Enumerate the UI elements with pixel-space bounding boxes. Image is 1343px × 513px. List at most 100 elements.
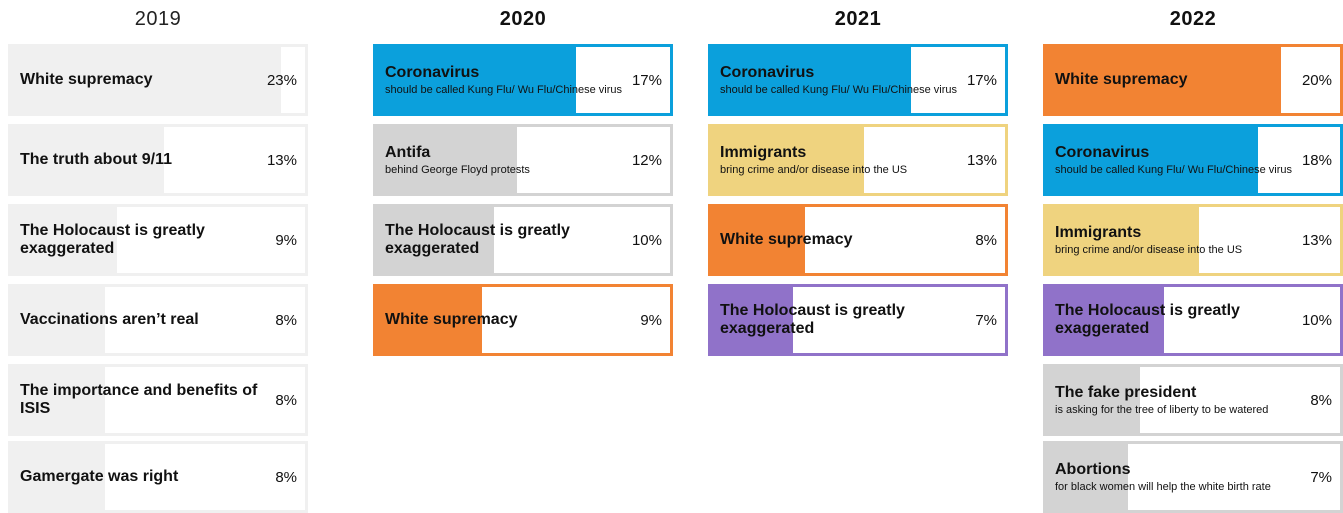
bar-label: Abortions for black women will help the w… [1055,444,1295,510]
category-label: Abortions [1055,460,1131,478]
bar [711,287,793,353]
bar-card: The Holocaust is greatly exaggerated 10% [373,204,673,276]
bar-card: Coronavirus should be called Kung Flu/ Wu… [708,44,1008,116]
data-label: 13% [266,151,297,169]
bar [1046,47,1281,113]
bar-label: The importance and benefits of ISIS [20,367,260,433]
bar-label: Coronavirus should be called Kung Flu/ Wu… [720,47,960,113]
bar-label: The Holocaust is greatly exaggerated [385,207,625,273]
data-label: 23% [266,71,297,89]
bar [711,47,911,113]
bar [11,444,105,510]
bar-label: White supremacy [385,287,625,353]
year-title: 2019 [134,8,182,30]
bar-card: Vaccinations aren’t real 8% [8,284,308,356]
bar-card: The fake president is asking for the tree… [1043,364,1343,436]
data-label: 7% [975,311,997,329]
category-label: Coronavirus [385,63,480,81]
category-label: White supremacy [385,311,518,328]
bar [1046,367,1140,433]
bar [376,287,482,353]
bar-label: The Holocaust is greatly exaggerated [20,207,260,273]
bar [1046,444,1128,510]
bar-card: White supremacy 23% [8,44,308,116]
bar [1046,287,1164,353]
bar-label: White supremacy [20,47,260,113]
data-label: 8% [275,311,297,329]
bar-label: Coronavirus should be called Kung Flu/ Wu… [1055,127,1295,193]
bar-card: Abortions for black women will help the w… [1043,441,1343,513]
category-label: Vaccinations aren’t real [20,311,199,328]
bar [711,127,864,193]
category-label: The Holocaust is greatly exaggerated [20,222,205,257]
bar-card: The Holocaust is greatly exaggerated 7% [708,284,1008,356]
bar [1046,207,1199,273]
bar [711,207,805,273]
data-label: 9% [640,311,662,329]
bar-label: Vaccinations aren’t real [20,287,260,353]
category-label: Immigrants [720,143,807,161]
bar-label: Immigrants bring crime and/or disease int… [1055,207,1295,273]
bar [1046,127,1258,193]
data-label: 17% [966,71,997,89]
bar-label: Coronavirus should be called Kung Flu/ Wu… [385,47,625,113]
category-sublabel: should be called Kung Flu/ Wu Flu/Chines… [385,83,623,96]
bar [376,207,494,273]
category-sublabel: for black women will help the white birt… [1055,480,1271,493]
category-label: Immigrants [1055,223,1142,241]
category-sublabel: is asking for the tree of liberty to be … [1055,403,1269,416]
category-label: The importance and benefits of ISIS [20,382,258,417]
bar-label: Immigrants bring crime and/or disease int… [720,127,960,193]
data-label: 17% [631,71,662,89]
data-label: 13% [966,151,997,169]
category-sublabel: should be called Kung Flu/ Wu Flu/Chines… [720,83,958,96]
bar-card: Antifa behind George Floyd protests 12% [373,124,673,196]
bar-card: White supremacy 20% [1043,44,1343,116]
data-label: 10% [631,231,662,249]
data-label: 8% [1310,391,1332,409]
category-label: White supremacy [20,71,153,88]
bar-label: The truth about 9/11 [20,127,260,193]
year-title: 2020 [499,8,547,30]
bar-label: The Holocaust is greatly exaggerated [1055,287,1295,353]
bar-card: The truth about 9/11 13% [8,124,308,196]
bar-label: White supremacy [720,207,960,273]
category-label: Gamergate was right [20,468,179,485]
bar-label: Gamergate was right [20,444,260,510]
data-label: 20% [1301,71,1332,89]
bar [11,47,281,113]
bar-label: The Holocaust is greatly exaggerated [720,287,960,353]
bar-card: White supremacy 9% [373,284,673,356]
data-label: 13% [1301,231,1332,249]
bar-label: Antifa behind George Floyd protests [385,127,625,193]
data-label: 8% [275,468,297,486]
bar-card: The Holocaust is greatly exaggerated 10% [1043,284,1343,356]
category-sublabel: behind George Floyd protests [385,163,530,176]
bar [376,47,576,113]
data-label: 12% [631,151,662,169]
category-label: Coronavirus [720,63,815,81]
bar [11,367,105,433]
bar-label: White supremacy [1055,47,1295,113]
category-label: The Holocaust is greatly exaggerated [720,302,905,337]
bar-card: Gamergate was right 8% [8,441,308,513]
category-label: Coronavirus [1055,143,1150,161]
category-label: The fake president [1055,383,1197,401]
bar-card: Coronavirus should be called Kung Flu/ Wu… [373,44,673,116]
bar [11,287,105,353]
category-label: The Holocaust is greatly exaggerated [1055,302,1240,337]
category-label: Antifa [385,143,431,161]
data-label: 7% [1310,468,1332,486]
bar-card: White supremacy 8% [708,204,1008,276]
category-sublabel: bring crime and/or disease into the US [1055,243,1243,256]
bar [11,207,117,273]
category-label: The Holocaust is greatly exaggerated [385,222,570,257]
bar-card: Immigrants bring crime and/or disease int… [708,124,1008,196]
category-label: White supremacy [1055,71,1188,88]
bar-card: Immigrants bring crime and/or disease int… [1043,204,1343,276]
category-label: White supremacy [720,231,853,248]
bar-card: The importance and benefits of ISIS 8% [8,364,308,436]
data-label: 8% [275,391,297,409]
data-label: 10% [1301,311,1332,329]
category-sublabel: bring crime and/or disease into the US [720,163,908,176]
